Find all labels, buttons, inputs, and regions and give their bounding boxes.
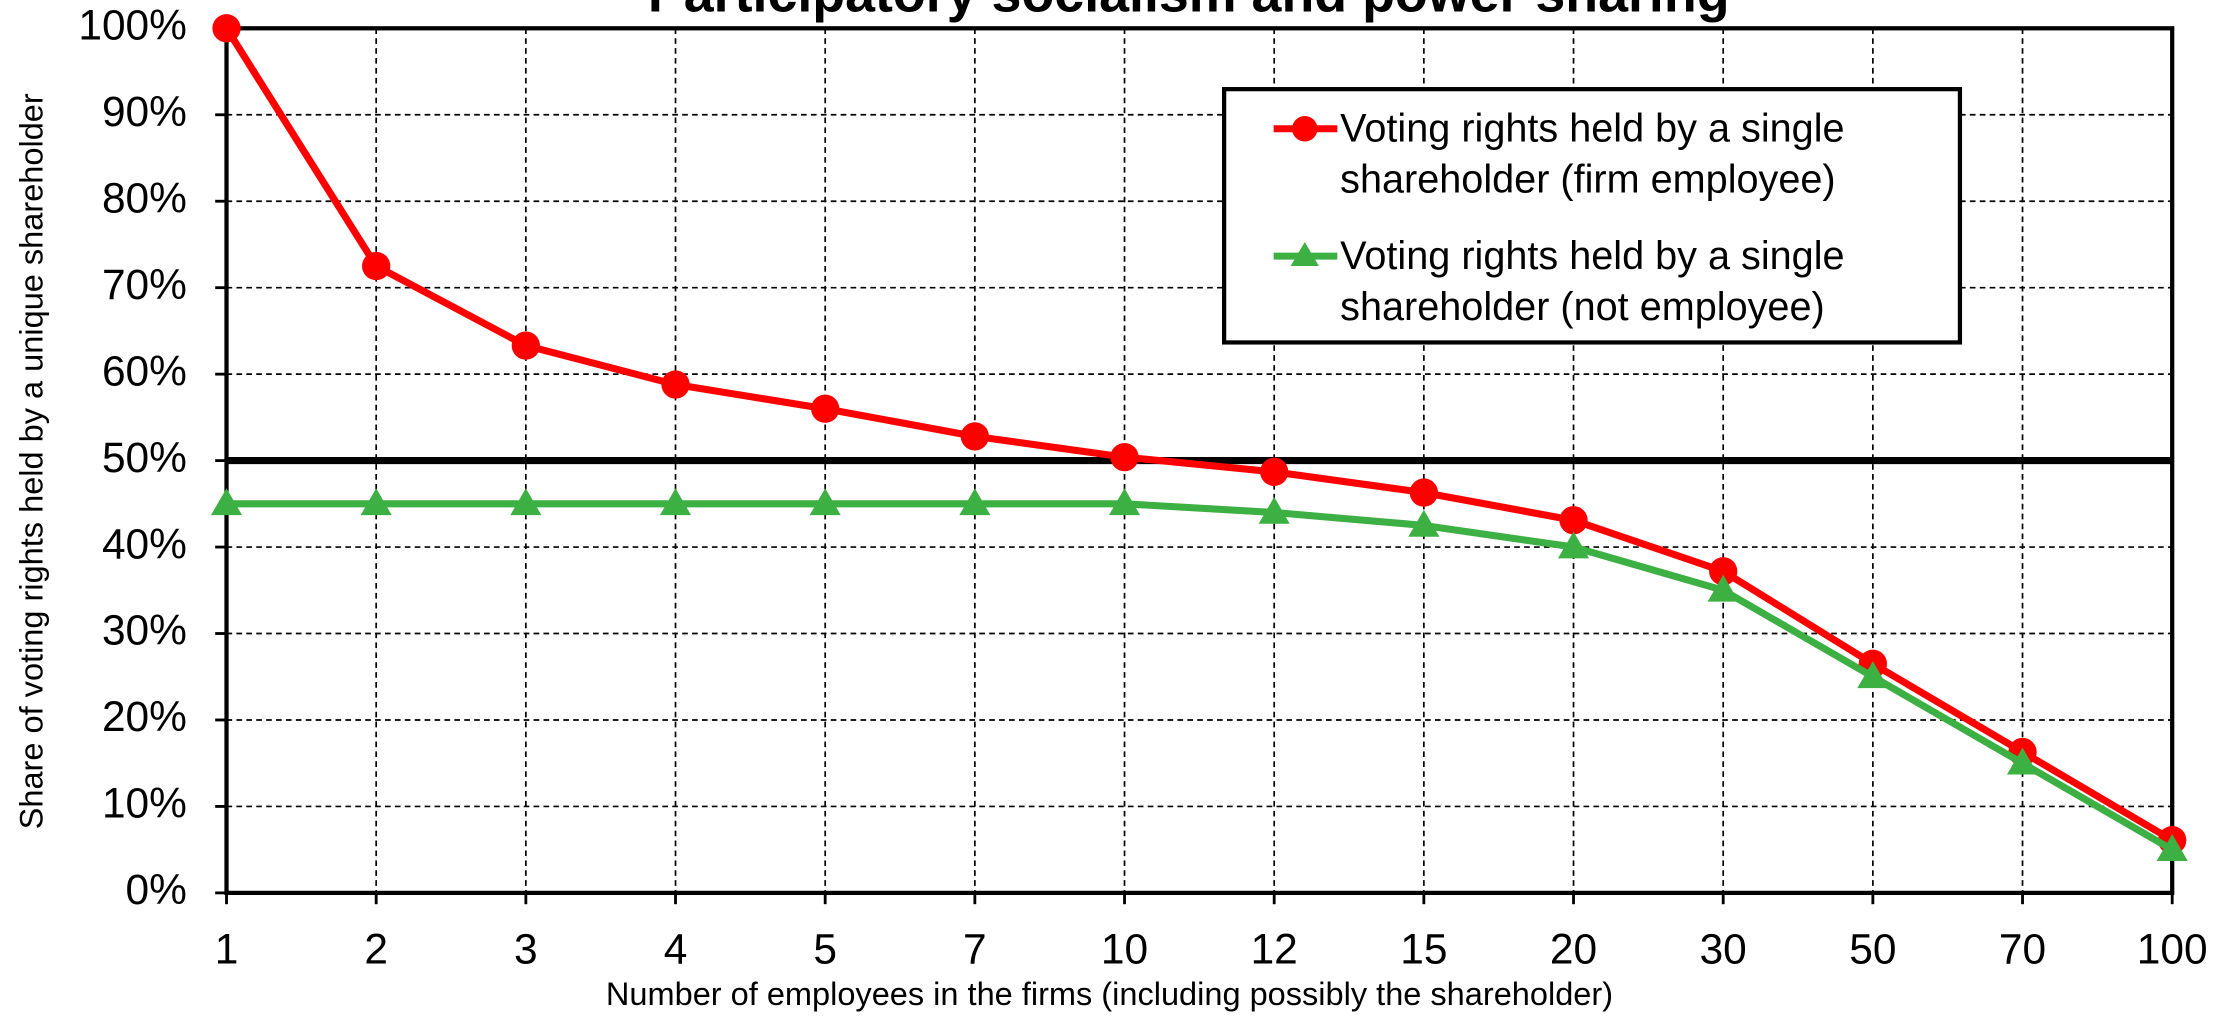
x-tick-label: 4	[664, 926, 688, 973]
y-tick-label: 30%	[102, 607, 187, 654]
series-line	[223, 26, 2174, 844]
legend-label: Voting rights held by a single sharehold…	[1340, 233, 1845, 329]
y-tick-label: 100%	[78, 2, 187, 49]
y-tick-label: 10%	[102, 780, 187, 827]
data-point	[809, 488, 841, 516]
x-tick-label: 30	[1700, 926, 1747, 973]
data-point	[811, 394, 840, 423]
legend-marker	[1290, 241, 1319, 267]
y-axis-label: Share of voting rights held by a unique …	[14, 93, 50, 829]
x-tick-label: 20	[1550, 926, 1597, 973]
y-tick-label: 50%	[102, 434, 187, 481]
y-tick-label: 20%	[102, 693, 187, 740]
y-tick-label: 80%	[102, 174, 187, 221]
x-tick-label: 3	[514, 926, 538, 973]
y-tick-label: 0%	[126, 866, 187, 913]
data-point	[960, 422, 990, 451]
data-point	[210, 488, 243, 516]
data-point	[360, 488, 392, 516]
series-line	[226, 500, 2174, 853]
x-tick-label: 7	[963, 926, 987, 973]
legend-entry: Voting rights held by a single sharehold…	[1340, 233, 1845, 329]
x-tick-label: 50	[1849, 926, 1896, 973]
x-tick-label: 1	[215, 926, 239, 973]
x-tick-label: 12	[1251, 926, 1298, 973]
data-point	[212, 14, 241, 43]
data-point	[659, 488, 692, 516]
x-tick-label: 5	[813, 926, 837, 973]
data-point	[1108, 488, 1141, 516]
data-point	[362, 251, 391, 281]
y-tick-label: 40%	[102, 520, 187, 567]
data-point	[1707, 574, 1739, 602]
x-tick-label: 100	[2137, 926, 2208, 973]
chart-title: Participatory socialism and power sharin…	[648, 0, 1730, 23]
y-tick-label: 70%	[102, 261, 187, 308]
x-axis-label: Number of employees in the firms (includ…	[606, 976, 1613, 1012]
data-point	[2156, 834, 2188, 861]
data-point	[1557, 531, 1590, 559]
data-point	[1857, 661, 1889, 689]
data-point	[1260, 457, 1289, 486]
data-point	[1409, 478, 1439, 507]
data-point	[1110, 442, 1139, 472]
data-point	[1559, 506, 1588, 535]
data-point	[661, 370, 690, 399]
data-point	[2006, 747, 2039, 775]
data-point	[511, 331, 541, 360]
data-point	[1709, 557, 1738, 586]
data-point	[510, 488, 542, 516]
legend-marker	[1292, 116, 1318, 142]
data-point	[1408, 509, 1440, 537]
x-tick-label: 2	[364, 926, 388, 973]
legend-entry: Voting rights held by a single sharehold…	[1340, 106, 1845, 201]
x-tick-label: 10	[1101, 926, 1148, 973]
data-point	[959, 488, 991, 516]
x-tick-label: 15	[1400, 926, 1447, 973]
y-tick-label: 60%	[102, 347, 187, 394]
x-tick-label: 70	[1999, 926, 2046, 973]
legend-label: Voting rights held by a single sharehold…	[1340, 106, 1845, 201]
data-point	[1258, 496, 1290, 524]
legend-box	[1221, 87, 1963, 345]
y-tick-label: 90%	[102, 88, 187, 135]
